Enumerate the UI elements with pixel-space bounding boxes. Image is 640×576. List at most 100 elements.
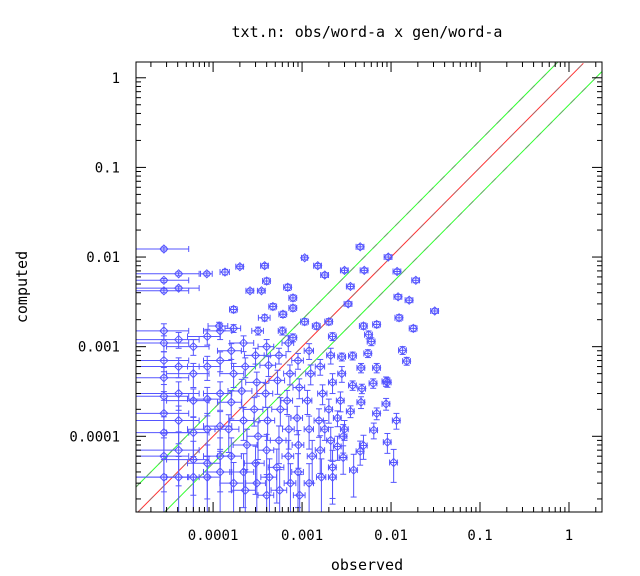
x-tick-label: 0.001 [281, 528, 323, 544]
diamond-marker [261, 445, 272, 455]
data-point [235, 262, 245, 272]
diamond-marker [285, 368, 295, 379]
diamond-marker [224, 424, 234, 434]
diamond-marker [284, 424, 294, 434]
diamond-marker [272, 375, 283, 386]
data-point [135, 456, 200, 513]
diamond-marker [358, 321, 369, 331]
data-point [256, 382, 274, 408]
diamond-marker [327, 331, 338, 342]
data-point [369, 422, 379, 440]
diamond-marker [339, 265, 350, 276]
diamond-marker [237, 386, 247, 396]
x-tick-label: 0.01 [374, 528, 408, 544]
diamond-marker [253, 431, 263, 442]
diamond-marker [311, 321, 322, 331]
diamond-marker [293, 355, 303, 366]
diamond-marker [369, 425, 379, 435]
data-point [326, 426, 336, 461]
data-point [299, 316, 310, 327]
diamond-marker [388, 457, 399, 468]
diamond-marker [259, 313, 270, 323]
diamond-marker [324, 316, 334, 327]
data-point [401, 356, 412, 366]
diamond-marker [338, 431, 348, 442]
diamond-marker [393, 292, 403, 302]
diamond-marker [337, 368, 347, 379]
data-point [291, 430, 305, 469]
diamond-marker [343, 299, 353, 309]
data-point [326, 347, 336, 365]
data-point [302, 389, 313, 416]
diamond-marker [245, 286, 255, 296]
diamond-marker [382, 377, 393, 388]
data-points [135, 242, 440, 513]
data-point [338, 424, 348, 454]
data-point [430, 306, 440, 316]
diamond-marker [320, 424, 330, 434]
diamond-marker [278, 309, 288, 319]
diamond-marker [249, 404, 259, 415]
data-point [314, 358, 326, 376]
diamond-marker [391, 415, 402, 426]
diamond-marker [159, 338, 169, 348]
data-point [135, 269, 200, 279]
x-axis-label: observed [331, 556, 403, 574]
diamond-marker [228, 304, 239, 315]
data-point [257, 433, 275, 478]
y-tick-label: 0.1 [95, 160, 120, 176]
x-tick-label: 1 [565, 528, 573, 544]
data-point [261, 276, 272, 286]
diamond-marker [202, 472, 212, 482]
diamond-marker [363, 329, 374, 340]
data-point [229, 406, 255, 441]
data-point [363, 348, 373, 359]
data-point [135, 437, 190, 493]
data-point [348, 453, 359, 498]
data-point [305, 364, 316, 386]
data-point [327, 373, 338, 395]
data-point [356, 396, 366, 410]
diamond-marker [226, 346, 236, 356]
diamond-marker [274, 485, 285, 495]
diamond-marker [283, 451, 293, 461]
plot-frame [135, 61, 603, 513]
diamond-marker [313, 261, 323, 271]
data-point [408, 323, 419, 334]
y-tick-label: 0.01 [86, 250, 120, 266]
data-point [315, 458, 327, 513]
diamond-marker [173, 283, 184, 293]
diamond-marker [226, 397, 236, 407]
data-point [299, 253, 310, 263]
data-point [371, 362, 382, 374]
data-point [317, 384, 328, 406]
y-tick-label: 0.0001 [69, 429, 120, 445]
diamond-marker [293, 440, 304, 450]
diamond-marker [228, 368, 239, 379]
diamond-marker [250, 458, 261, 468]
data-point [216, 437, 242, 493]
diamond-marker [159, 244, 169, 254]
diamond-marker [408, 323, 419, 334]
data-point [394, 313, 404, 323]
data-point [392, 266, 402, 277]
diamond-marker [188, 368, 199, 379]
diamond-marker [304, 346, 314, 356]
diamond-marker [173, 415, 184, 426]
data-point [135, 405, 200, 445]
data-point [257, 313, 271, 323]
data-point [259, 261, 270, 271]
data-point [335, 391, 346, 413]
diamond-marker [332, 441, 343, 452]
diamond-marker [277, 326, 288, 336]
data-point [283, 463, 297, 513]
data-point [368, 378, 378, 389]
diamond-marker [253, 326, 263, 336]
diamond-marker [317, 388, 328, 399]
data-point [214, 414, 240, 453]
data-point [245, 462, 266, 513]
data-point [166, 362, 210, 389]
data-point [383, 252, 393, 262]
diamond-marker [324, 404, 334, 415]
